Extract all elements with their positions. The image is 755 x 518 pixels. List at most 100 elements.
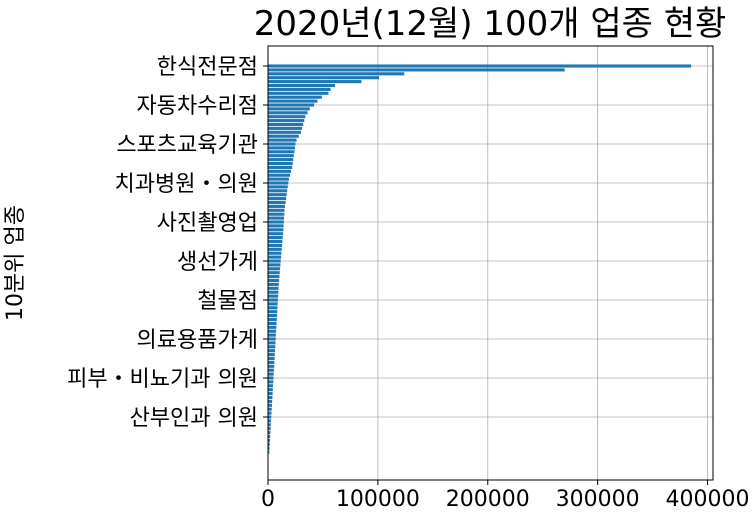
bar bbox=[268, 158, 294, 162]
bar bbox=[268, 395, 273, 400]
bar bbox=[268, 68, 565, 72]
bar bbox=[268, 282, 279, 286]
bar bbox=[268, 333, 276, 337]
bar bbox=[268, 83, 336, 88]
bar bbox=[268, 126, 303, 130]
bar bbox=[268, 95, 322, 99]
bar bbox=[268, 364, 275, 368]
bar bbox=[268, 392, 273, 396]
bar bbox=[268, 275, 280, 279]
bar bbox=[268, 64, 692, 68]
bar bbox=[268, 345, 276, 349]
bar bbox=[268, 438, 270, 442]
bar bbox=[268, 87, 331, 91]
bar bbox=[268, 154, 294, 158]
bar bbox=[268, 380, 274, 384]
bar bbox=[268, 173, 290, 177]
x-ticks: 0 100000 200000 300000 400000 bbox=[261, 480, 749, 512]
bar bbox=[268, 271, 280, 275]
bar bbox=[268, 200, 286, 205]
bar bbox=[268, 169, 292, 173]
bar bbox=[268, 177, 289, 181]
bar bbox=[268, 403, 272, 407]
bar bbox=[268, 286, 279, 290]
y-tick-label: 스포츠교육기관 bbox=[116, 133, 258, 158]
bar bbox=[268, 442, 270, 446]
bar bbox=[268, 360, 275, 364]
bar bbox=[268, 115, 306, 119]
gridlines bbox=[267, 46, 713, 480]
bar bbox=[268, 130, 301, 134]
bar bbox=[268, 384, 274, 388]
bar bbox=[268, 388, 273, 392]
bar bbox=[268, 134, 299, 138]
y-tick-label: 사진촬영업 bbox=[157, 211, 258, 236]
bar bbox=[268, 263, 281, 267]
bar bbox=[268, 228, 284, 232]
y-tick-label: 치과병원・의원 bbox=[115, 172, 258, 197]
bar bbox=[268, 119, 305, 123]
bar bbox=[268, 372, 274, 376]
bar bbox=[268, 337, 276, 341]
bar bbox=[268, 329, 277, 333]
bar bbox=[268, 239, 283, 244]
bar bbox=[268, 150, 295, 154]
y-tick-label: 자동차수리점 bbox=[137, 94, 258, 119]
bar bbox=[268, 306, 278, 310]
x-tick-label: 300000 bbox=[556, 487, 640, 512]
bar bbox=[268, 251, 282, 255]
bar bbox=[268, 138, 297, 142]
bar bbox=[268, 146, 295, 150]
bar bbox=[268, 298, 278, 302]
y-axis-label: 10분위 업종 bbox=[3, 205, 28, 321]
y-tick-label: 한식전문점 bbox=[157, 55, 258, 80]
bar bbox=[268, 302, 278, 306]
bar bbox=[268, 290, 279, 294]
bar bbox=[268, 259, 281, 263]
chart-title: 2020년(12월) 100개 업종 현황 bbox=[254, 4, 727, 44]
x-tick-label: 0 bbox=[261, 487, 275, 512]
bar bbox=[268, 411, 272, 415]
bar bbox=[268, 76, 379, 80]
x-tick-label: 400000 bbox=[666, 487, 750, 512]
bar bbox=[268, 434, 271, 439]
bar bbox=[268, 294, 279, 298]
bar bbox=[268, 224, 284, 228]
bar bbox=[268, 208, 285, 212]
y-tick-label: 피부・비뇨기과 의원 bbox=[67, 367, 258, 392]
bar bbox=[268, 181, 289, 185]
bar bbox=[268, 247, 282, 251]
bar bbox=[268, 111, 308, 115]
bar bbox=[268, 310, 278, 314]
bar bbox=[268, 72, 405, 76]
bar bbox=[268, 317, 277, 322]
bar bbox=[268, 236, 283, 240]
bar bbox=[268, 376, 274, 380]
bar bbox=[268, 446, 270, 450]
bar bbox=[268, 450, 270, 454]
x-tick-label: 100000 bbox=[336, 487, 420, 512]
bar bbox=[268, 415, 272, 419]
bar bbox=[268, 142, 296, 146]
bar bbox=[268, 80, 362, 84]
bar bbox=[268, 314, 278, 318]
bar bbox=[268, 255, 282, 259]
bar bbox=[268, 220, 284, 224]
bar bbox=[268, 356, 275, 361]
bar bbox=[268, 122, 304, 127]
bar bbox=[268, 193, 287, 197]
bar bbox=[268, 204, 286, 208]
bar bbox=[268, 427, 271, 431]
bar bbox=[268, 267, 281, 271]
bar bbox=[268, 353, 275, 357]
bar bbox=[268, 197, 287, 201]
bar bbox=[268, 161, 293, 166]
bar bbox=[268, 349, 276, 353]
bar bbox=[268, 325, 277, 329]
x-tick-label: 200000 bbox=[446, 487, 530, 512]
y-tick-label: 산부인과 의원 bbox=[130, 406, 258, 431]
bars bbox=[268, 64, 692, 454]
y-tick-label: 철물점 bbox=[197, 289, 258, 314]
bar bbox=[268, 99, 318, 103]
